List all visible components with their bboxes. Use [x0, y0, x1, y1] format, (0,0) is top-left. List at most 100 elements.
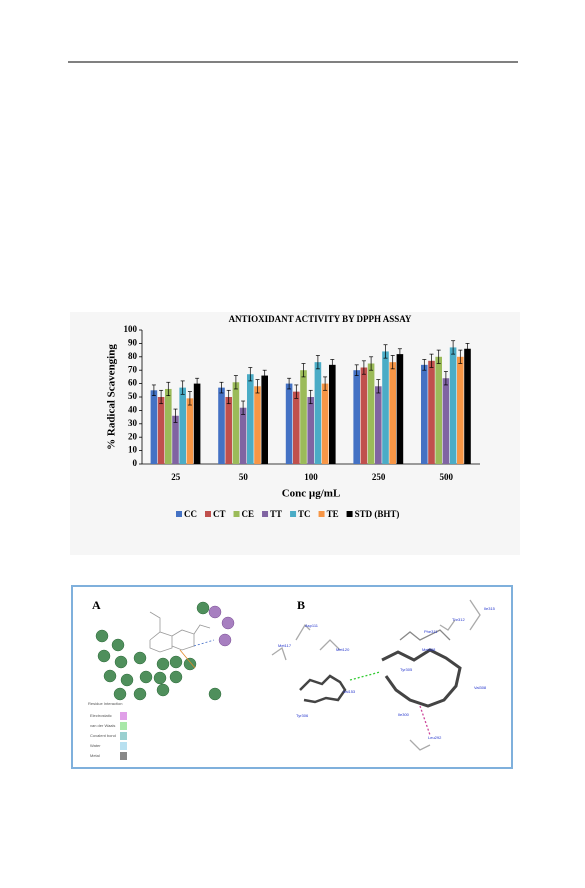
y-tick-label: 10	[128, 445, 138, 455]
residue-label: Met117	[278, 643, 292, 648]
figure-frame	[71, 585, 513, 769]
residue-label: Tyr305	[400, 667, 413, 672]
bar	[314, 362, 322, 464]
error-bar	[354, 364, 359, 376]
legend-swatch	[120, 752, 127, 760]
legend-swatch	[120, 712, 127, 720]
bar	[360, 367, 368, 464]
bar	[457, 356, 464, 464]
bar	[396, 354, 404, 464]
error-bar	[458, 349, 463, 364]
x-tick-label: 25	[171, 472, 181, 482]
bar	[225, 397, 232, 464]
error-bar	[233, 375, 238, 390]
bar	[300, 370, 307, 464]
legend-label: van der Waals	[90, 723, 115, 728]
bar	[232, 382, 240, 464]
error-bar	[323, 376, 328, 391]
error-bar	[195, 377, 200, 390]
error-bar	[255, 379, 260, 394]
bar	[382, 351, 389, 464]
error-bar	[422, 359, 427, 371]
error-bar	[376, 379, 381, 394]
panel-a-legend: Electrostatic van der Waals Covalent bond W…	[90, 712, 127, 760]
y-tick-label: 60	[128, 378, 138, 388]
legend-swatch	[176, 511, 182, 517]
legend-label: TT	[270, 509, 282, 519]
bar	[428, 360, 435, 464]
y-tick-label: 80	[128, 351, 138, 361]
residue-label: Thr312	[452, 617, 465, 622]
residue-label: Met120	[336, 647, 350, 652]
error-bar	[173, 408, 178, 423]
bar	[186, 398, 194, 464]
error-bar	[429, 353, 434, 368]
legend-title: Residue Interaction	[88, 701, 122, 706]
residue-label: Ile300	[398, 712, 410, 717]
legend-swatch	[205, 511, 211, 517]
bar	[165, 388, 172, 464]
residue-label: Met308	[422, 647, 436, 652]
residue-label: Ile315	[484, 606, 496, 611]
error-bar	[315, 355, 320, 370]
residue-label: Tyr306	[296, 713, 309, 718]
error-bar	[397, 348, 402, 360]
panel-label: B	[297, 598, 305, 612]
x-tick-label: 50	[239, 472, 249, 482]
residue-label: Val153	[343, 689, 356, 694]
legend-swatch	[346, 511, 353, 517]
bar	[261, 375, 268, 464]
error-bar	[151, 384, 156, 397]
bar	[389, 362, 396, 464]
bar	[353, 370, 360, 464]
error-bar	[361, 360, 366, 375]
error-bar	[369, 356, 374, 371]
x-tick-label: 500	[439, 472, 453, 482]
error-bar	[219, 381, 224, 394]
chart-title: ANTIOXIDANT ACTIVITY BY DPPH ASSAY	[229, 314, 412, 324]
legend-label: Water	[90, 743, 101, 748]
bar	[157, 397, 165, 464]
error-bar	[383, 344, 388, 359]
bar	[367, 363, 375, 464]
bar	[247, 374, 254, 464]
error-bar	[451, 340, 456, 355]
y-tick-label: 100	[124, 324, 138, 334]
legend-swatch	[120, 732, 127, 740]
bar	[435, 356, 442, 464]
y-tick-label: 50	[128, 391, 138, 401]
residue-label: Leu292	[428, 735, 442, 740]
legend-label: TE	[327, 509, 339, 519]
error-bar	[287, 377, 292, 390]
legend-swatch	[120, 722, 127, 730]
bar	[329, 364, 336, 464]
bar	[172, 415, 179, 464]
error-bar	[465, 343, 470, 355]
error-bar	[226, 389, 231, 405]
error-bar	[241, 400, 246, 415]
bar	[239, 407, 247, 464]
x-tick-label: 250	[372, 472, 386, 482]
panel-b-labels: Asp111 Met117 Met120 Val153 Tyr306 Phe311 Thr3…	[278, 606, 496, 740]
legend-label: CC	[184, 509, 197, 519]
error-bar	[166, 381, 171, 397]
y-tick-label: 90	[128, 337, 138, 347]
error-bar	[262, 369, 267, 382]
legend-label: STD (BHT)	[355, 509, 400, 519]
panel-label: A	[92, 598, 101, 612]
error-bar	[330, 359, 335, 371]
error-bar	[180, 380, 185, 395]
bar	[150, 390, 158, 464]
y-tick-label: 70	[128, 364, 138, 374]
y-tick-label: 30	[128, 418, 138, 428]
legend-label: CE	[242, 509, 255, 519]
legend-swatch	[262, 511, 269, 517]
error-bar	[159, 389, 164, 405]
y-tick-label: 0	[133, 458, 138, 468]
legend-label: Metal	[90, 753, 100, 758]
bar	[464, 348, 471, 464]
legend-label: CT	[213, 509, 226, 519]
residue-label: Val308	[474, 685, 487, 690]
bar	[442, 378, 450, 464]
